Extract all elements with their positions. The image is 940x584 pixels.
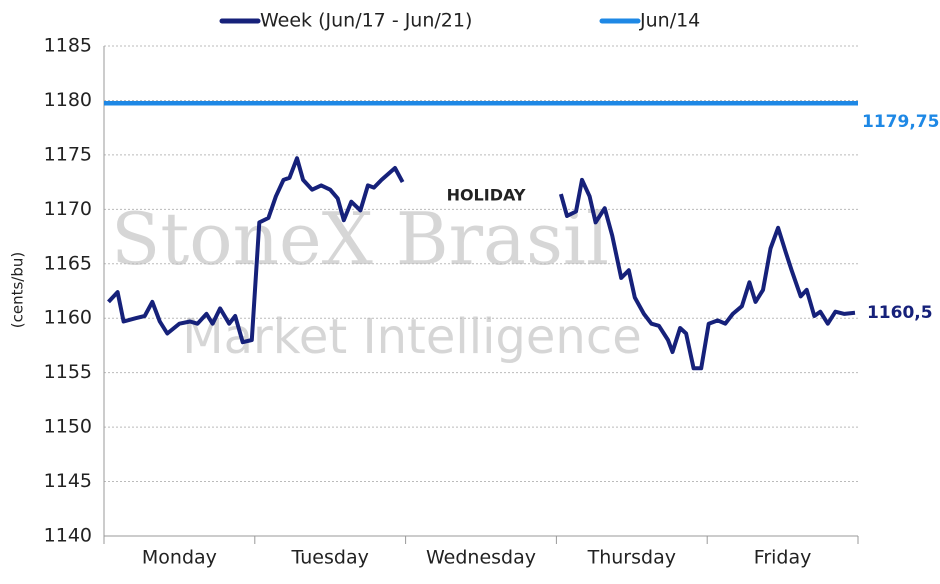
annotation: HOLIDAY (447, 186, 526, 205)
y-tick-label: 1140 (44, 525, 92, 547)
y-tick-label: 1170 (44, 198, 92, 220)
y-axis-label: (cents/bu) (9, 252, 27, 328)
value-label: 1160,5 (867, 303, 933, 323)
legend-label: Jun/14 (639, 10, 700, 32)
y-tick-label: 1180 (44, 89, 92, 111)
x-tick-label: Tuesday (291, 547, 369, 569)
y-tick-label: 1175 (44, 143, 92, 165)
y-tick-label: 1185 (44, 35, 92, 57)
x-tick-label: Wednesday (426, 547, 536, 569)
y-tick-label: 1155 (44, 361, 92, 383)
y-tick-label: 1145 (44, 470, 92, 492)
value-label: 1179,75 (862, 112, 939, 132)
watermark: StoneX Brasil Market Intelligence (111, 197, 642, 365)
y-tick-label: 1160 (44, 307, 92, 329)
data-line (107, 156, 856, 371)
x-tick-label: Monday (142, 547, 217, 569)
y-tick-label: 1150 (44, 416, 92, 438)
x-tick-label: Friday (754, 547, 812, 569)
y-tick-label: 1165 (44, 252, 92, 274)
legend-label: Week (Jun/17 - Jun/21) (260, 10, 472, 32)
x-tick-label: Thursday (587, 547, 676, 569)
